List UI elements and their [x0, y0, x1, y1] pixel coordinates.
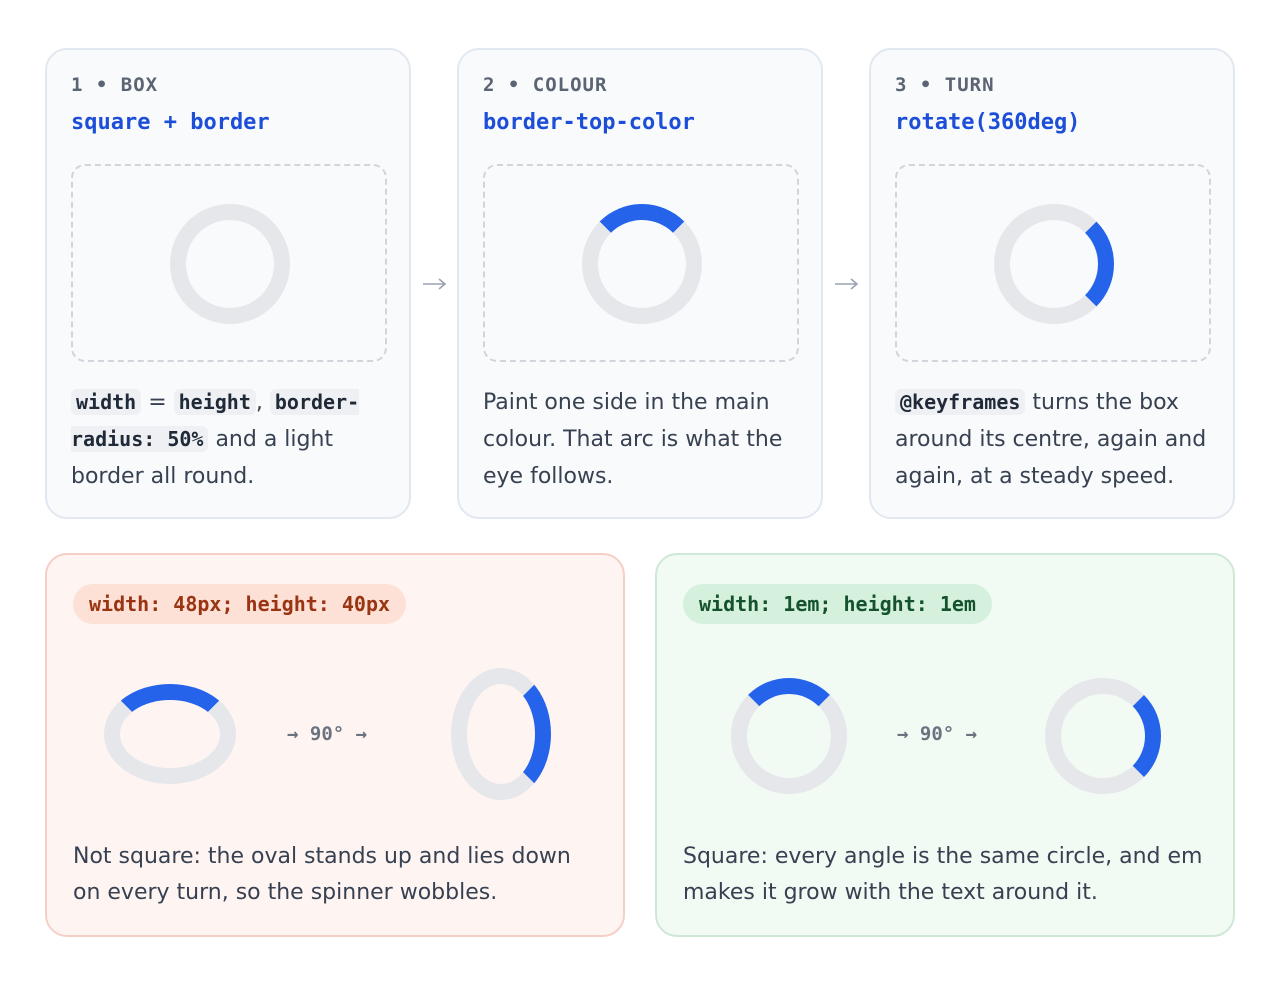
comparison-card: width: 48px; height: 40px → 90° → Not sq… — [45, 553, 625, 937]
inline-code: width — [71, 389, 142, 415]
text: = — [141, 390, 174, 415]
preview — [71, 164, 387, 362]
step-eyebrow: 2 • COLOUR — [483, 74, 608, 96]
arrow-icon — [835, 278, 859, 290]
text: , — [255, 390, 270, 415]
spinner — [451, 668, 551, 800]
code-pill: width: 48px; height: 40px — [73, 584, 407, 624]
text: and a light border all round. — [71, 427, 334, 489]
step-eyebrow: 1 • BOX — [71, 74, 159, 96]
caption: Square: every angle is the same circle, … — [683, 844, 1203, 905]
caption: Not square: the oval stands up and lies … — [73, 844, 571, 905]
step-card: 1 • BOX square + border width = height, … — [45, 48, 411, 519]
step-code: border-top-color — [483, 110, 695, 135]
spinner — [994, 204, 1114, 324]
spinner — [582, 204, 702, 324]
arrow — [833, 274, 861, 300]
arrow — [421, 274, 449, 300]
rotation-label: → 90° → — [897, 723, 978, 745]
step-code: square + border — [71, 110, 270, 135]
step-eyebrow: 3 • TURN — [895, 74, 995, 96]
step-description: Paint one side in the main colour. That … — [483, 384, 803, 495]
step-description: @keyframes turns the box around its cent… — [895, 384, 1215, 495]
step-card: 2 • COLOUR border-top-color Paint one si… — [457, 48, 823, 519]
inline-code: @keyframes — [895, 389, 1026, 415]
step-description: width = height, border-radius: 50% and a… — [71, 384, 391, 495]
step-card: 3 • TURN rotate(360deg) @keyframes turns… — [869, 48, 1235, 519]
spinner — [170, 204, 290, 324]
spinner — [104, 684, 236, 784]
text: turns the box around its centre, again a… — [895, 390, 1207, 489]
preview — [483, 164, 799, 362]
inline-code: height — [173, 389, 256, 415]
spinner — [1045, 678, 1161, 794]
text: Paint one side in the main colour. That … — [483, 390, 783, 489]
rotation-label: → 90° → — [287, 723, 368, 745]
comparison-card: width: 1em; height: 1em → 90° → Square: … — [655, 553, 1235, 937]
code-pill: width: 1em; height: 1em — [683, 584, 992, 624]
spinner — [731, 678, 847, 794]
preview — [895, 164, 1211, 362]
arrow-icon — [423, 278, 447, 290]
step-code: rotate(360deg) — [895, 110, 1081, 135]
